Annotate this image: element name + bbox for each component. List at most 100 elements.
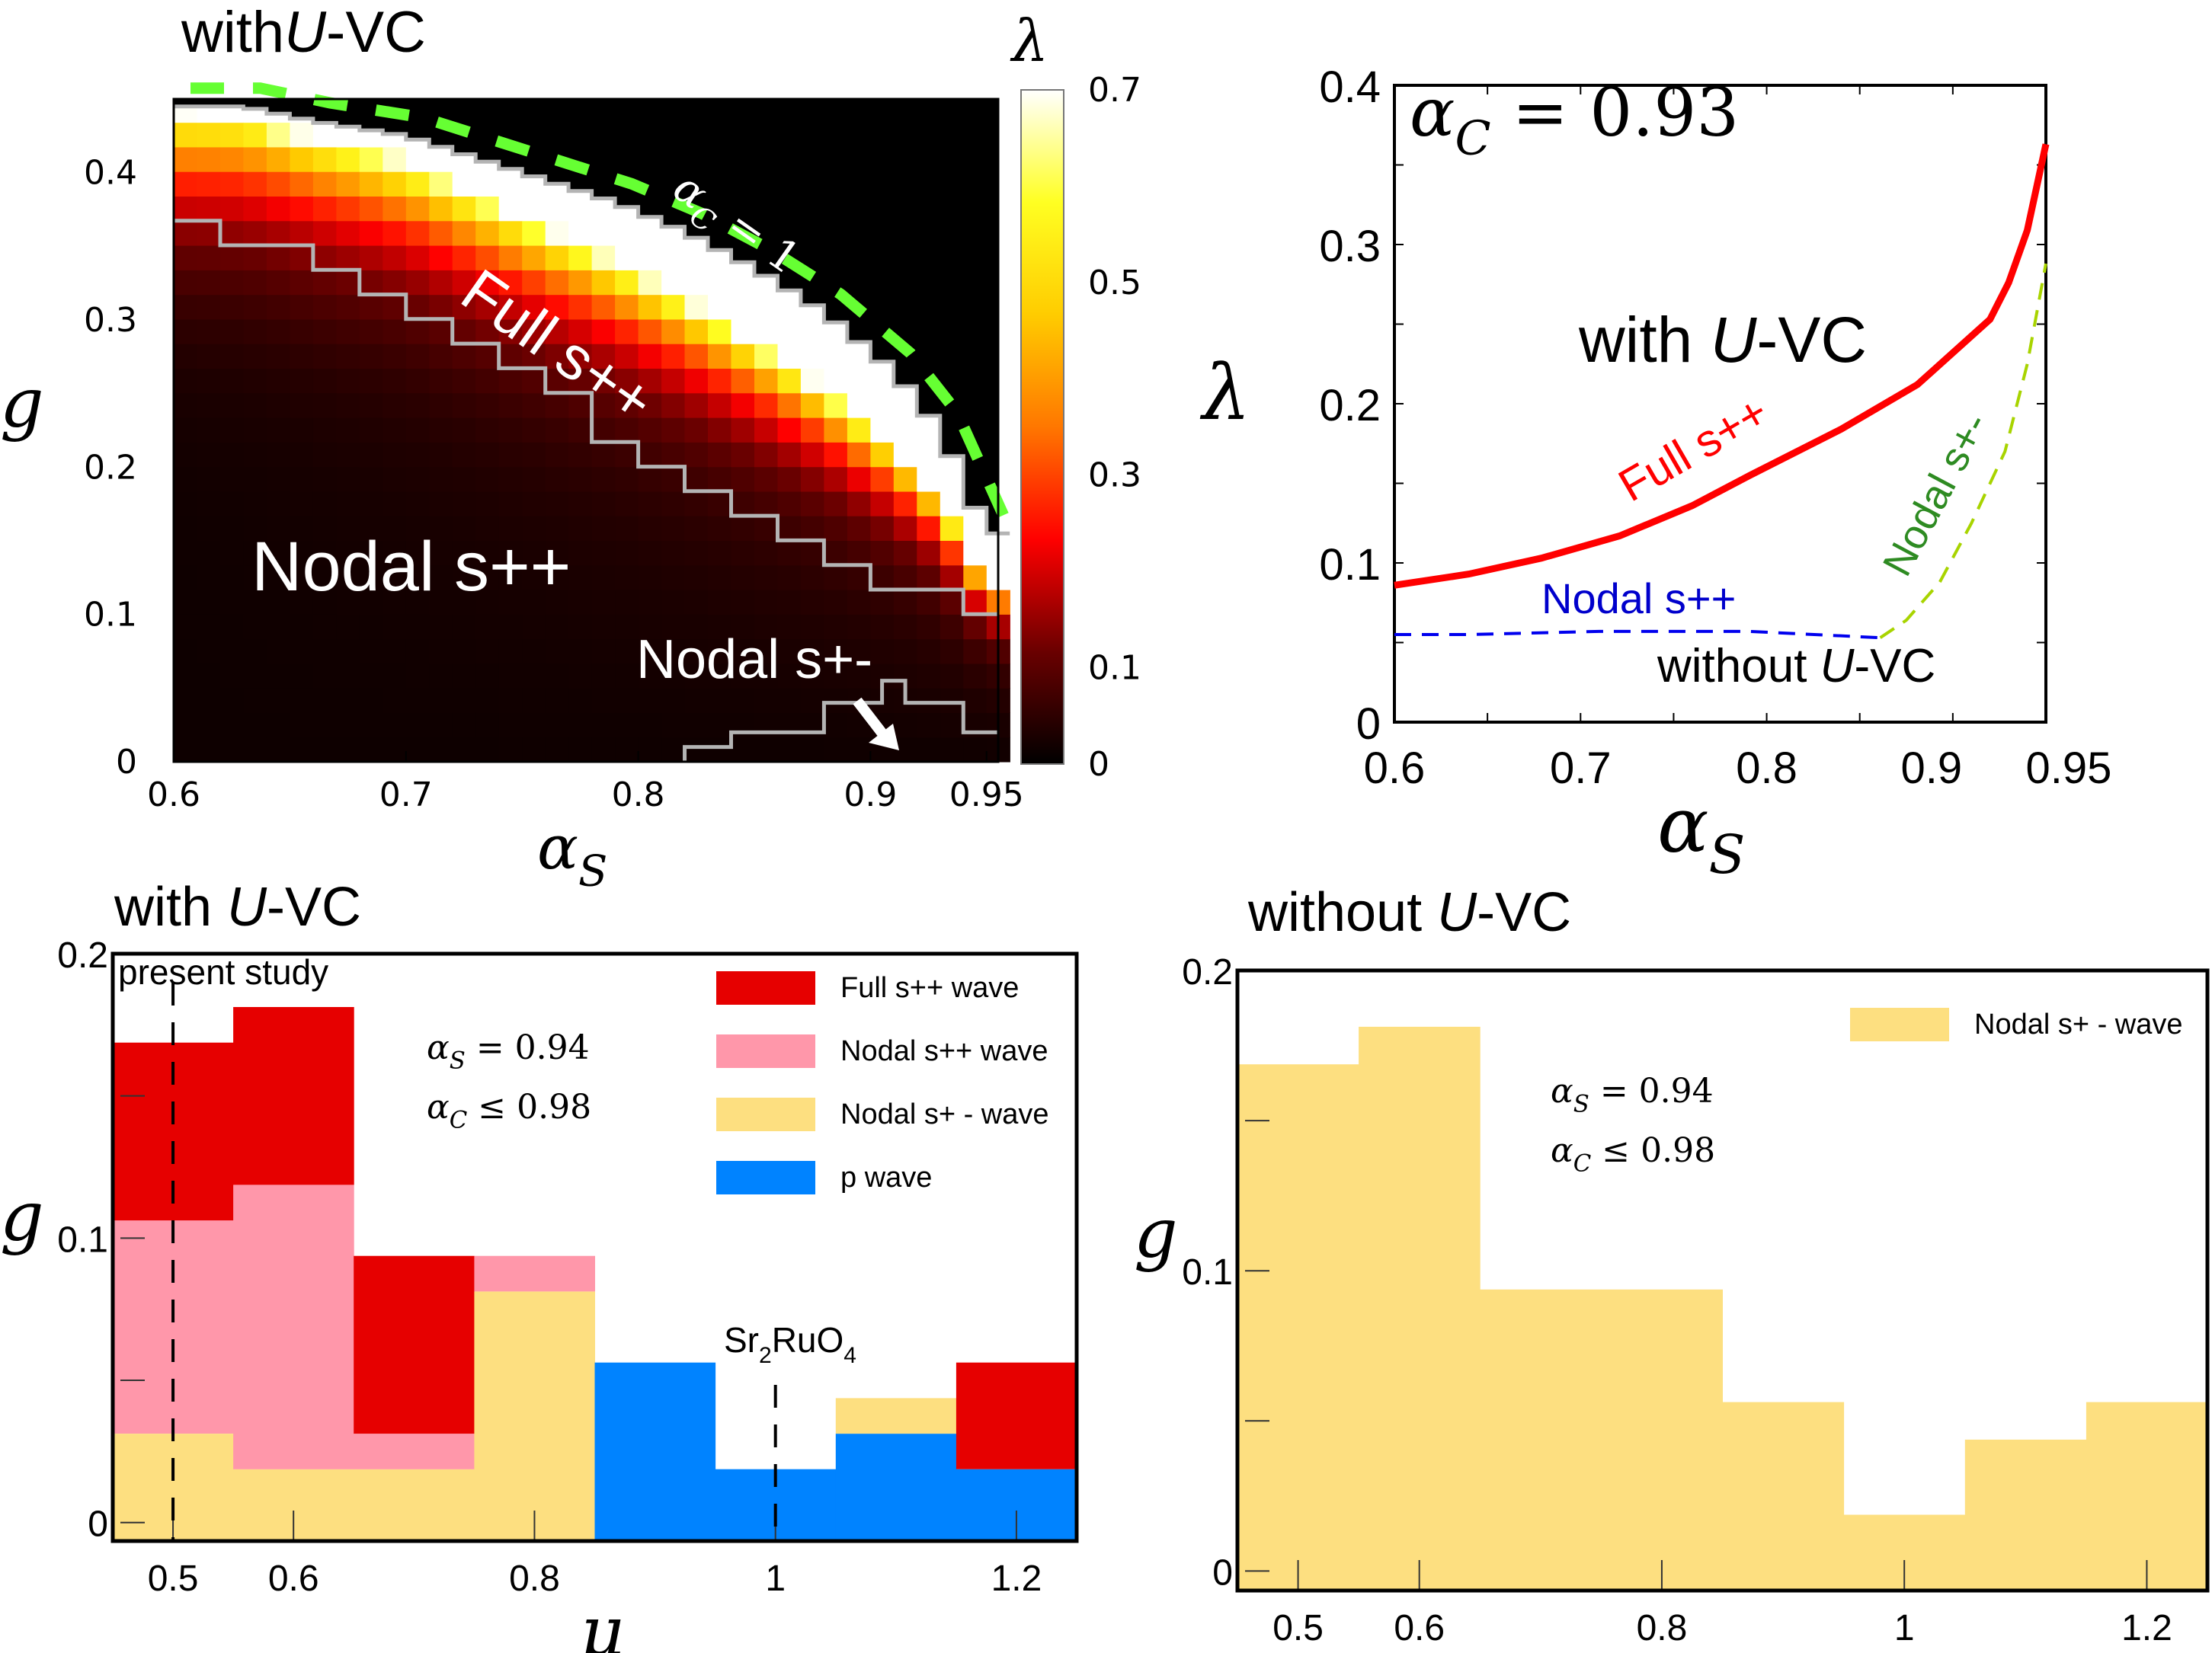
heatmap-cell <box>615 294 639 320</box>
heatmap-cell <box>731 663 755 689</box>
x-axis-label: αS <box>537 812 607 896</box>
heatmap-cell <box>290 294 314 320</box>
heatmap-cell <box>545 270 569 296</box>
heatmap-cell <box>917 590 941 615</box>
heatmap-cell <box>405 491 430 516</box>
heatmap-cell <box>220 663 245 689</box>
plot-frame <box>110 951 1079 1543</box>
heatmap-cell <box>800 392 824 418</box>
heatmap-cell <box>266 491 290 516</box>
heatmap-cell <box>266 146 290 172</box>
heatmap-cell <box>336 491 360 516</box>
heatmap-cell <box>336 294 360 320</box>
heatmap-cell <box>336 126 360 148</box>
lambda-line-chart: 0.6 0.7 0.8 0.9 0.95 0 0.1 0.2 0.3 0.4 αS λ αC = 0.9… <box>1199 62 2112 886</box>
sr2ruo4-label: Sr2RuO4 <box>724 1320 856 1368</box>
heatmap-cell <box>290 417 314 443</box>
heatmap-cell <box>405 139 430 148</box>
heatmap-cell <box>545 417 569 443</box>
heatmap-cell <box>522 318 546 344</box>
heatmap-cell <box>731 344 755 369</box>
heatmap-cell <box>266 122 290 148</box>
heatmap-cell <box>615 516 639 541</box>
heatmap-cell <box>220 417 245 443</box>
x-tick-label: 0.95 <box>2026 743 2112 793</box>
alpha-c-1-dashed-curve <box>190 82 1009 518</box>
heatmap-cell <box>615 590 639 615</box>
heatmap-cell <box>661 491 686 516</box>
heatmap-cell <box>336 663 360 689</box>
heatmap-cell <box>383 712 407 738</box>
bar-segment-nodal-spp <box>474 1255 595 1292</box>
heatmap-cell <box>638 318 662 344</box>
heatmap-cell <box>568 638 593 664</box>
heatmap-cell <box>290 712 314 738</box>
legend-label: p wave <box>840 1162 932 1194</box>
heatmap-cell <box>498 294 523 320</box>
heatmap-cell <box>638 392 662 418</box>
heatmap-cell <box>359 638 383 664</box>
heatmap-cell <box>545 590 569 615</box>
heatmap-cell <box>824 638 848 664</box>
heatmap-cell <box>591 516 616 541</box>
heatmap-cell <box>174 614 198 640</box>
heatmap-cell <box>847 442 871 468</box>
heatmap-cell <box>290 663 314 689</box>
x-tick-label: 0.5 <box>148 1559 199 1599</box>
heatmap-cell <box>359 171 383 197</box>
heatmap-cell <box>731 466 755 492</box>
heatmap-cell <box>940 712 964 738</box>
heatmap-cell <box>197 294 221 320</box>
heatmap-cell <box>824 322 848 344</box>
heatmap-cell <box>429 146 453 172</box>
heatmap-cell <box>638 344 662 369</box>
heatmap-cell <box>197 516 221 541</box>
heatmap-cell <box>963 564 988 590</box>
heatmap-cell <box>661 663 686 689</box>
heatmap-cell <box>405 540 430 566</box>
heatmap-cell <box>661 417 686 443</box>
heatmap-cell <box>197 638 221 664</box>
heatmap-cell <box>429 614 453 640</box>
heatmap-cell <box>731 417 755 443</box>
heatmap-cell <box>754 590 779 615</box>
legend-swatch-nodal-spp <box>716 1034 815 1068</box>
heatmap-cell <box>917 737 941 763</box>
heatmap-cell <box>545 196 569 222</box>
heatmap-cell <box>684 466 709 492</box>
heatmap-cell <box>800 590 824 615</box>
heatmap-cell <box>383 220 407 246</box>
heatmap-cell <box>847 638 871 664</box>
heatmap-cell <box>615 663 639 689</box>
heatmap-cell <box>220 122 245 148</box>
heatmap-cell <box>312 590 337 615</box>
heatmap-cell <box>777 737 802 763</box>
heatmap-cell <box>684 238 709 246</box>
heatmap-cell <box>917 614 941 640</box>
x-tick-label: 0.6 <box>268 1559 319 1599</box>
heatmap-cell <box>452 663 476 689</box>
heatmap-cell <box>940 737 964 763</box>
heatmap-cell <box>220 270 245 296</box>
heatmap-cell <box>708 638 732 664</box>
heatmap-cell <box>661 540 686 566</box>
heatmap-cell <box>383 318 407 344</box>
heatmap-cell <box>568 737 593 763</box>
heatmap-cell <box>917 712 941 738</box>
heatmap-cell <box>243 590 267 615</box>
heatmap-cell <box>220 392 245 418</box>
nodal-spm-boundary-line <box>683 679 998 762</box>
heatmap-cell <box>475 688 500 713</box>
heatmap-cell <box>638 368 662 394</box>
heatmap-cell <box>359 245 383 270</box>
legend-label: Nodal s+ - wave <box>1974 1009 2183 1041</box>
heatmap-cell <box>847 417 871 443</box>
heatmap-cell <box>591 663 616 689</box>
heatmap-cell <box>824 368 848 394</box>
heatmap-cell <box>940 638 964 664</box>
heatmap-cell <box>405 270 430 296</box>
heatmap-cell <box>312 123 337 148</box>
heatmap-cell <box>800 466 824 492</box>
heatmap-cell <box>429 344 453 369</box>
heatmap-cell <box>498 564 523 590</box>
